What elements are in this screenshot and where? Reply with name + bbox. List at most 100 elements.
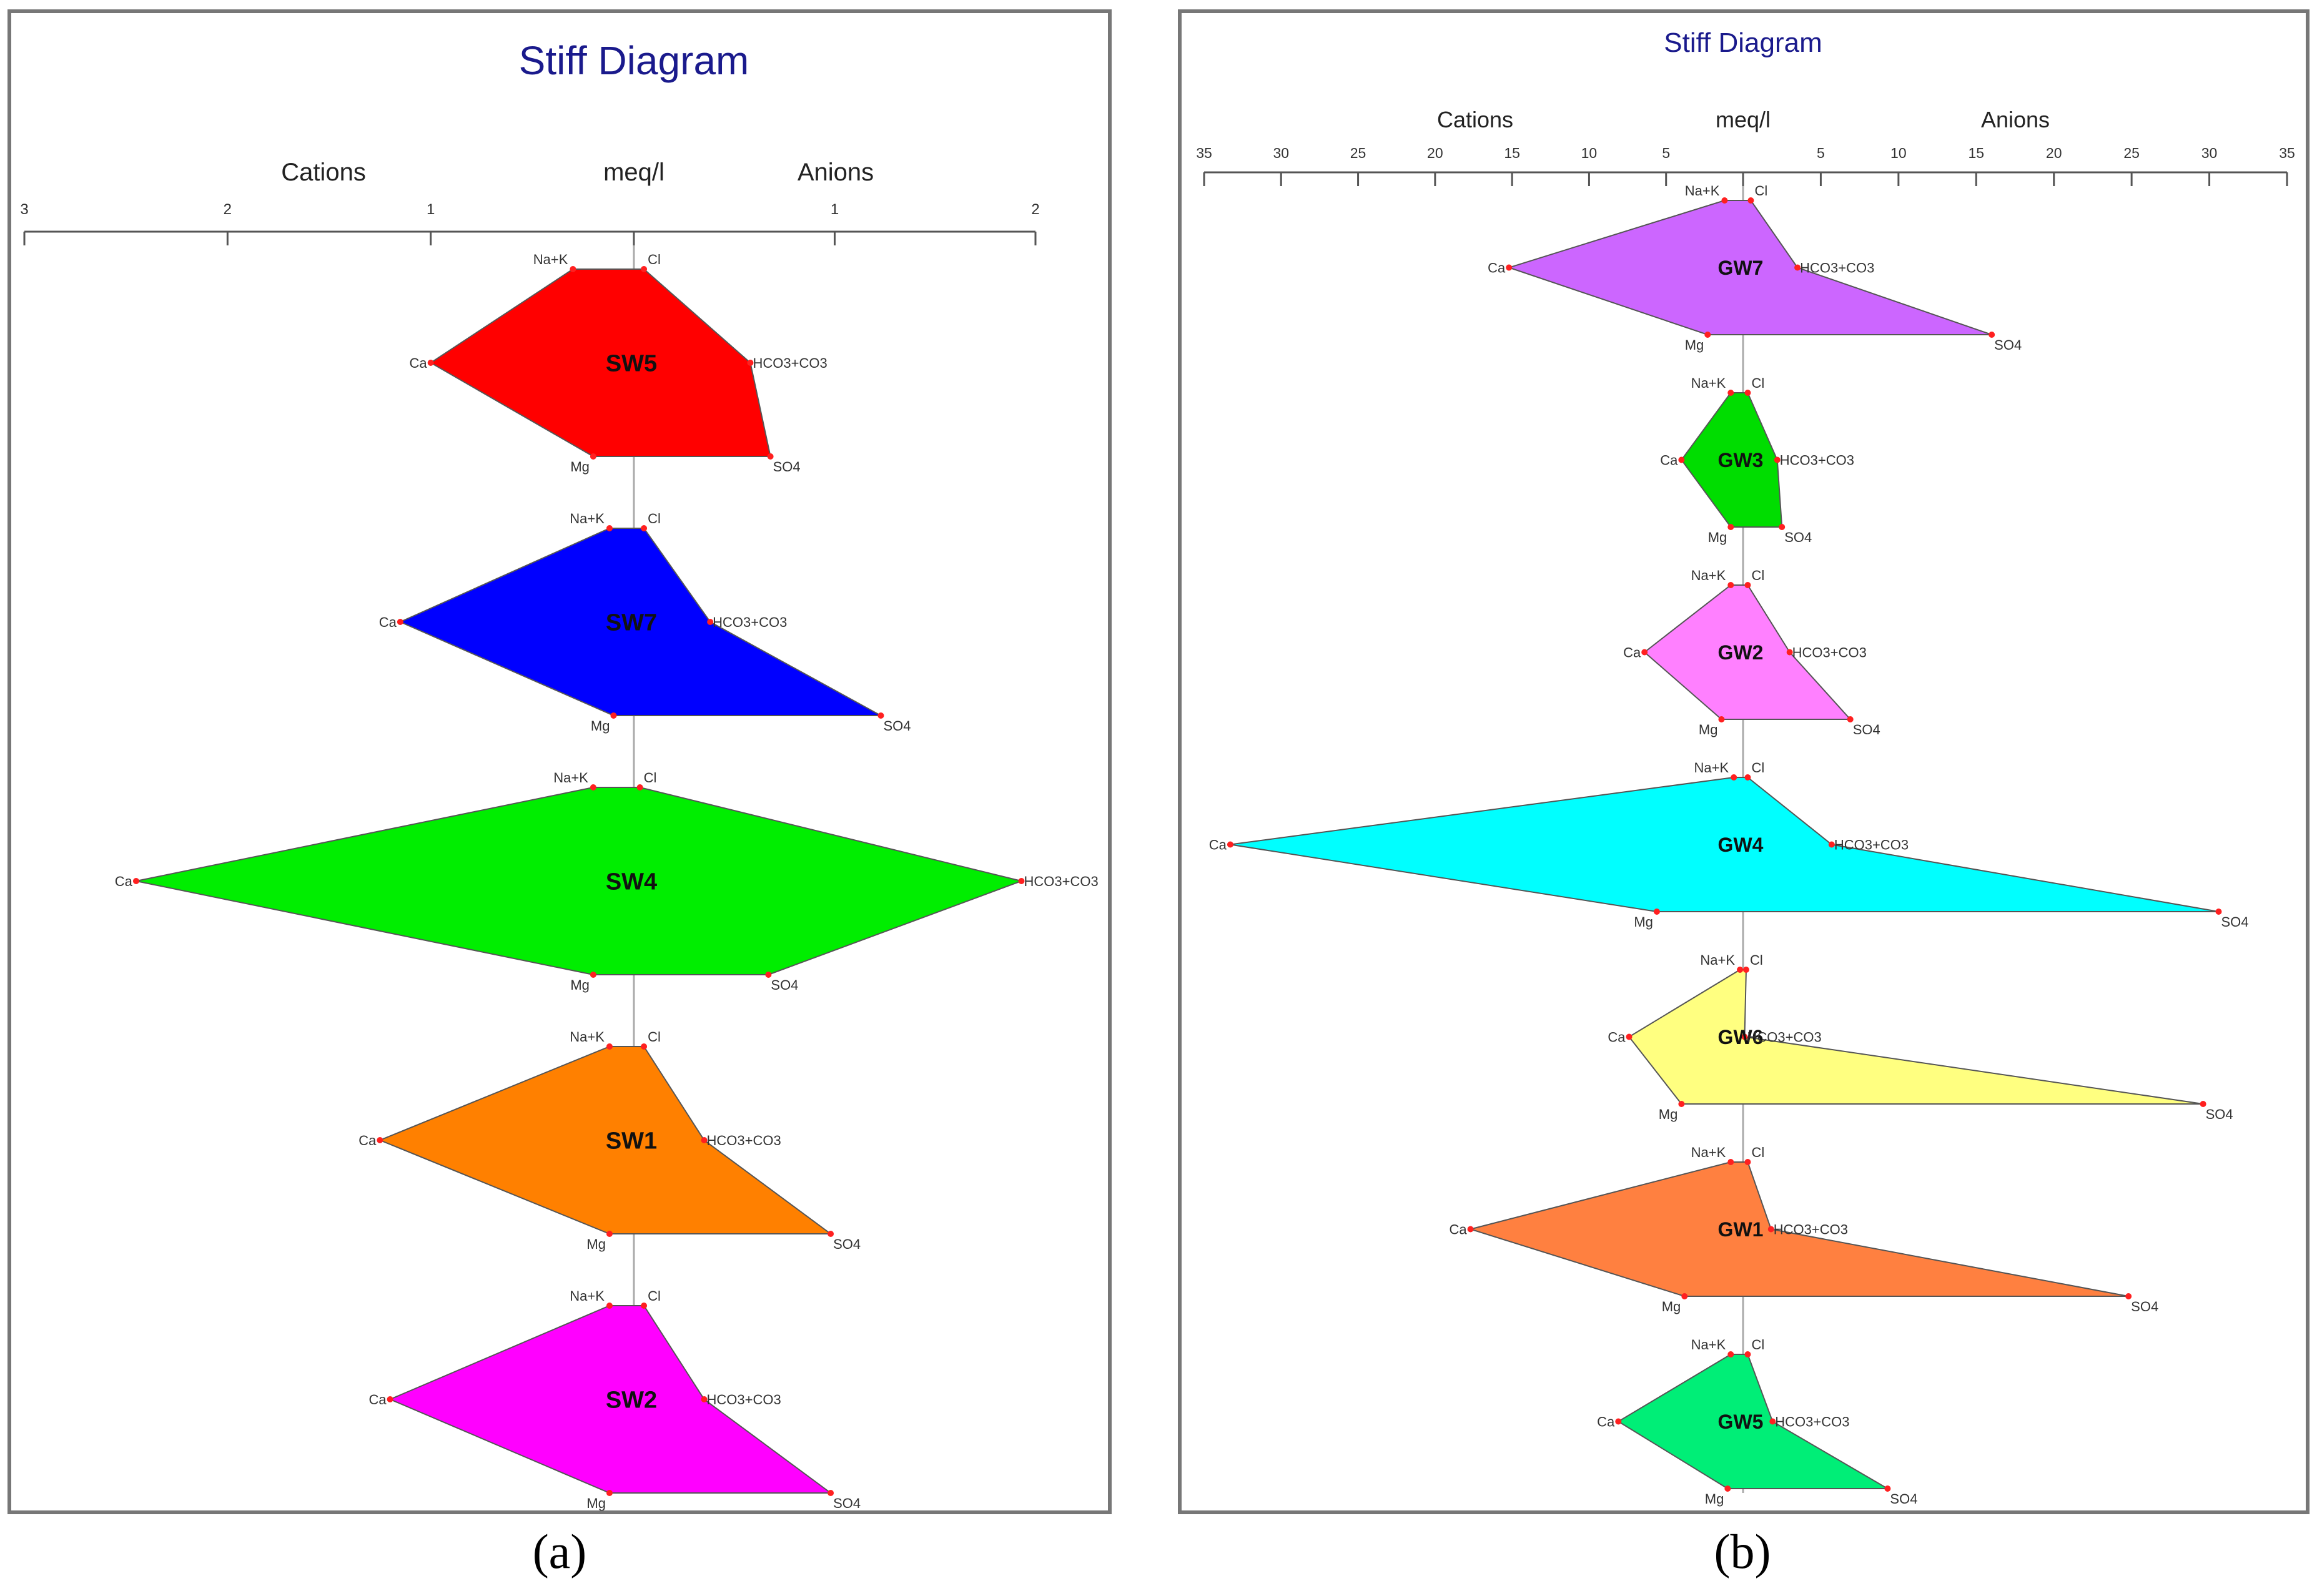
vertex-point — [1769, 1418, 1776, 1425]
meq-label: meq/l — [603, 159, 664, 186]
vertex-point — [1744, 774, 1751, 781]
ion-label-hco3: HCO3+CO3 — [1800, 260, 1874, 276]
vertex-point — [701, 1396, 708, 1402]
vertex-point — [1747, 197, 1754, 204]
ion-label-ca: Ca — [1623, 645, 1641, 661]
vertex-point — [1653, 909, 1660, 915]
sample-sw5: SW5 Na+K Cl HCO3+CO3 SO4 Mg Ca — [410, 252, 828, 475]
tick-label: 10 — [1890, 145, 1907, 161]
vertex-point — [1731, 774, 1737, 781]
vertex-point — [377, 1137, 383, 1143]
ion-label-nak: Na+K — [553, 770, 588, 786]
vertex-point — [1744, 1159, 1751, 1165]
tick-label: 1 — [427, 201, 435, 218]
ion-label-so4: SO4 — [833, 1495, 861, 1510]
vertex-point — [606, 1490, 613, 1496]
vertex-point — [1774, 456, 1781, 463]
vertex-point — [1742, 967, 1749, 973]
ion-label-nak: Na+K — [1691, 375, 1726, 391]
vertex-point — [1727, 390, 1734, 396]
stiff-diagram-a: Stiff Diagram Cations meq/l Anions 3 2 1 1 2 SW5 N… — [7, 9, 1112, 1514]
ion-label-cl: Cl — [1751, 760, 1764, 776]
vertex-point — [1988, 332, 1995, 338]
vertex-point — [1626, 1033, 1633, 1040]
sample-polygon — [429, 268, 771, 457]
ion-label-cl: Cl — [644, 770, 657, 786]
vertex-point — [877, 712, 884, 719]
vertex-point — [641, 525, 648, 531]
ion-label-cl: Cl — [1751, 375, 1764, 391]
ion-label-nak: Na+K — [1685, 183, 1720, 199]
vertex-point — [701, 1137, 708, 1143]
vertex-point — [1718, 716, 1725, 722]
ion-label-so4: SO4 — [1784, 530, 1812, 545]
sample-sw7: SW7 Na+K Cl HCO3+CO3 SO4 Mg Ca — [379, 511, 911, 734]
tick-label: 3 — [20, 201, 28, 218]
stiff-diagram-b-svg: Stiff Diagram Cations meq/l Anions 35 30 25 20 1… — [1196, 27, 2295, 1507]
sample-label: GW7 — [1718, 257, 1764, 279]
ion-label-so4: SO4 — [771, 977, 798, 993]
ion-label-cl: Cl — [648, 252, 661, 267]
ion-label-ca: Ca — [1660, 453, 1678, 468]
sample-gw7: GW7 Na+K Cl HCO3+CO3 SO4 Mg Ca — [1488, 183, 2022, 353]
vertex-point — [1615, 1418, 1622, 1425]
ion-label-mg: Mg — [586, 1236, 606, 1252]
vertex-point — [606, 525, 613, 531]
ion-label-mg: Mg — [1708, 530, 1727, 545]
vertex-point — [767, 453, 774, 460]
vertex-point — [1744, 1351, 1751, 1357]
cations-label: Cations — [1437, 107, 1513, 132]
vertex-point — [387, 1396, 393, 1402]
vertex-point — [1678, 1101, 1685, 1107]
sample-sw2: SW2 Na+K Cl HCO3+CO3 SO4 Mg Ca — [368, 1288, 861, 1510]
meq-label: meq/l — [1716, 107, 1771, 132]
vertex-point — [132, 878, 139, 884]
vertex-point — [1779, 524, 1786, 530]
ion-label-mg: Mg — [1634, 914, 1653, 930]
tick-label: 30 — [2201, 145, 2218, 161]
ion-label-so4: SO4 — [2206, 1106, 2233, 1122]
vertex-point — [1744, 390, 1751, 396]
vertex-point — [1506, 264, 1513, 271]
ion-label-mg: Mg — [586, 1495, 606, 1510]
vertex-point — [606, 1231, 613, 1237]
ion-label-ca: Ca — [1608, 1030, 1626, 1045]
sample-label: GW5 — [1718, 1411, 1764, 1433]
ion-label-cl: Cl — [648, 511, 661, 526]
vertex-point — [765, 972, 772, 978]
vertex-point — [641, 1043, 648, 1050]
ion-label-hco3: HCO3+CO3 — [707, 1133, 781, 1148]
sample-label: SW4 — [606, 869, 657, 895]
vertex-point — [1704, 332, 1711, 338]
ion-label-hco3: HCO3+CO3 — [1834, 837, 1909, 853]
sample-gw3: GW3 Na+K Cl HCO3+CO3 SO4 Mg Ca — [1660, 375, 1854, 545]
tick-label: 20 — [1427, 145, 1443, 161]
ion-label-ca: Ca — [1449, 1222, 1467, 1238]
vertex-point — [427, 360, 434, 366]
sample-gw4: GW4 Na+K Cl HCO3+CO3 SO4 Mg Ca — [1209, 760, 2249, 930]
ion-label-nak: Na+K — [570, 1288, 605, 1304]
vertex-point — [636, 784, 643, 791]
vertex-point — [1727, 1351, 1734, 1357]
ion-label-cl: Cl — [1751, 568, 1764, 583]
tick-label: 2 — [224, 201, 232, 218]
sample-label: GW3 — [1718, 449, 1764, 471]
caption-a: (a) — [532, 1524, 587, 1579]
ion-label-cl: Cl — [1750, 952, 1763, 968]
ion-label-hco3: HCO3+CO3 — [1024, 874, 1098, 889]
tick-label: 25 — [1350, 145, 1366, 161]
ion-label-ca: Ca — [379, 614, 397, 630]
anions-label: Anions — [798, 159, 874, 186]
ion-label-hco3: HCO3+CO3 — [1792, 645, 1867, 661]
tick-label: 15 — [1968, 145, 1984, 161]
ion-label-so4: SO4 — [1853, 722, 1880, 737]
ion-label-cl: Cl — [1751, 1145, 1764, 1160]
ion-label-mg: Mg — [570, 459, 590, 475]
vertex-point — [641, 1303, 648, 1309]
ion-label-cl: Cl — [648, 1288, 661, 1304]
stiff-diagram-b: Stiff Diagram Cations meq/l Anions 35 30 25 20 1… — [1178, 9, 2310, 1514]
vertex-point — [1786, 649, 1793, 656]
vertex-point — [1737, 967, 1744, 973]
sample-label: GW6 — [1718, 1026, 1764, 1048]
sample-label: SW7 — [606, 610, 657, 636]
